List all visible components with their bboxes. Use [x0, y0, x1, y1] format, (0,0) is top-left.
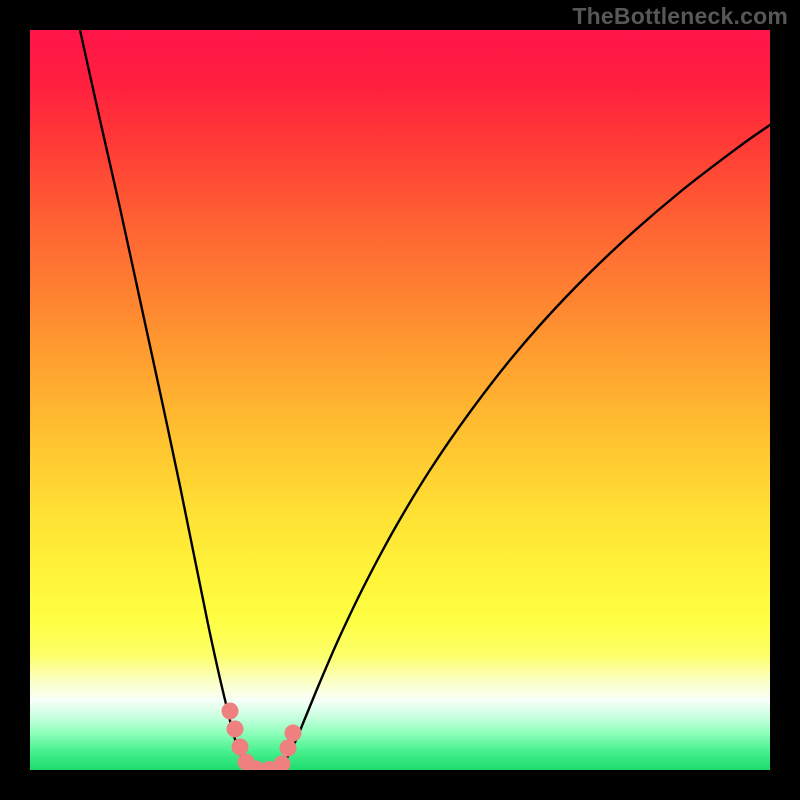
watermark-text: TheBottleneck.com — [572, 3, 788, 30]
chart-frame: TheBottleneck.com — [0, 0, 800, 800]
marker-cluster — [30, 30, 770, 770]
plot-area — [30, 30, 770, 770]
